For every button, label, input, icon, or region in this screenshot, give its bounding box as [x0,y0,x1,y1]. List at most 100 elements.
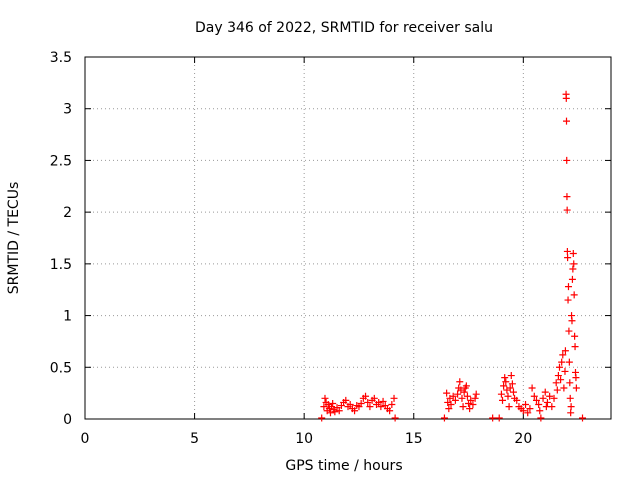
data-point [522,401,530,409]
data-point [535,401,543,409]
data-point [459,403,467,411]
x-tick-label: 0 [81,431,90,447]
data-point [386,407,394,415]
data-point [568,275,576,283]
data-point [555,363,563,371]
data-point [563,156,571,164]
y-tick-label: 3.5 [50,50,72,66]
data-point [543,398,551,406]
grid [85,57,611,419]
data-point [505,403,513,411]
data-point [502,378,510,386]
data-point [528,384,536,392]
data-point [506,384,514,392]
data-point [564,296,572,304]
data-point [539,394,547,402]
data-point [569,250,577,258]
data-point [563,117,571,125]
data-point [467,396,475,404]
data-point [377,403,385,411]
data-point [472,390,480,398]
data-point [495,414,503,422]
data-point [560,384,568,392]
y-tick-label: 3 [63,102,72,118]
y-tick-label: 1 [63,309,72,325]
data-point [570,260,578,268]
data-point [379,397,387,405]
data-point [519,407,527,415]
data-point [509,388,517,396]
data-point [546,392,554,400]
data-point [567,403,575,411]
data-point [335,407,343,415]
data-point [469,401,477,409]
data-point [558,358,566,366]
y-tick-label: 0 [63,412,72,428]
data-point [526,405,534,413]
data-point [557,376,565,384]
axis-ticks: 0 5 10 15 20 0 0.5 1 1.5 2 2.5 3 3.5 [50,50,611,447]
data-point [501,374,509,382]
data-point [320,403,328,411]
data-point [370,394,378,402]
data-point [451,396,459,404]
data-point [552,379,560,387]
y-tick-label: 1.5 [50,257,72,273]
data-point [524,409,532,417]
data-point [499,396,507,404]
data-point [390,394,398,402]
data-point [500,382,508,390]
data-point [507,372,515,380]
data-point [532,396,540,404]
data-point [563,206,571,214]
data-point [364,398,372,406]
data-point [566,394,574,402]
data-point [391,414,399,422]
y-tick-label: 0.5 [50,360,72,376]
data-point [508,380,516,388]
data-point [572,374,580,382]
data-point [462,382,470,390]
data-point [562,94,570,102]
data-point [449,392,457,400]
data-point [326,409,334,417]
data-point [569,265,577,273]
data-point [550,394,558,402]
x-tick-label: 5 [190,431,199,447]
y-axis-label: SRMTID / TECUs [6,182,22,295]
data-point [460,388,468,396]
data-point [564,254,572,262]
data-point [565,358,573,366]
data-point [362,392,370,400]
data-point [559,351,567,359]
data-point [513,396,521,404]
data-point [351,407,359,415]
data-point [456,378,464,386]
data-point [447,401,455,409]
data-point [375,398,383,406]
data-point [548,403,556,411]
data-point [342,396,350,404]
data-point [504,392,512,400]
data-point [318,414,326,422]
data-point [466,405,474,413]
data-point [357,399,365,407]
data-point [346,401,354,409]
data-point [571,332,579,340]
data-point [541,388,549,396]
data-points [318,90,587,422]
data-point [554,372,562,380]
data-point [536,407,544,415]
data-point [489,414,497,422]
data-point [458,394,466,402]
data-point [553,386,561,394]
data-point [561,347,569,355]
data-point [471,394,479,402]
data-point [366,403,374,411]
data-point [497,390,505,398]
y-tick-label: 2.5 [50,153,72,169]
data-point [568,317,576,325]
data-point [445,405,453,413]
data-point [564,283,572,291]
